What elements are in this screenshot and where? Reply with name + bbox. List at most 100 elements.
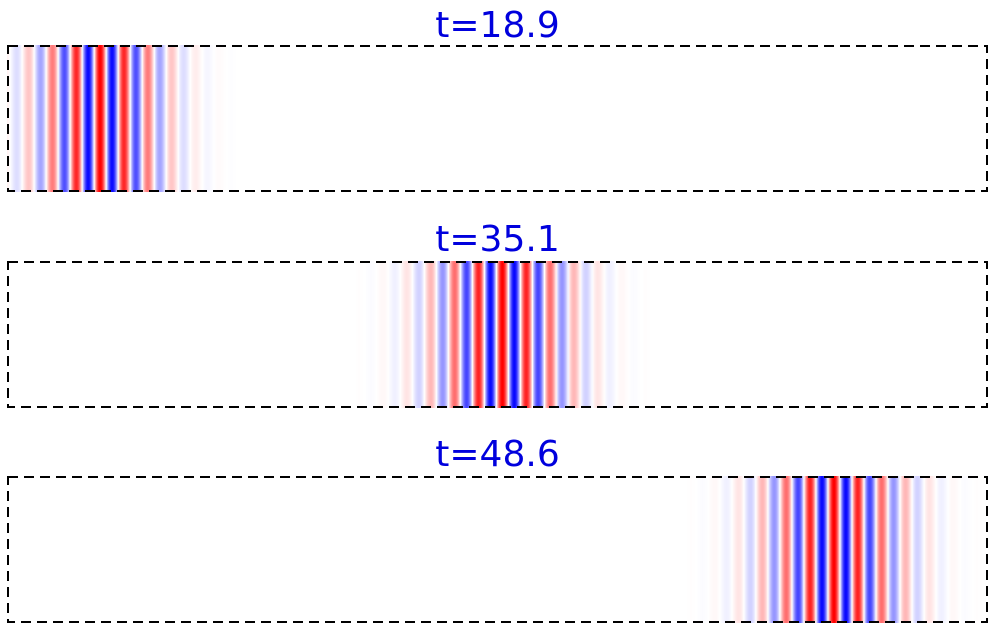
heatmap-cell [860,476,862,623]
heatmap-cell [480,261,482,408]
heatmap-cell [529,261,531,408]
heatmap-cell [930,476,932,623]
heatmap-cell [51,45,53,192]
heatmap-cell [47,45,49,192]
heatmap-cell [488,261,490,408]
heatmap-cell [174,45,176,192]
heatmap-cell [233,45,235,192]
heatmap-cell [462,261,464,408]
heatmap-cell [518,261,520,408]
heatmap-cell [709,476,711,623]
heatmap-cell [785,476,787,623]
heatmap-cell [151,45,153,192]
heatmap-cell [577,261,579,408]
heatmap-cell [935,476,937,623]
heatmap-cell [447,261,449,408]
heatmap-cell [739,476,741,623]
heatmap-cell [811,476,813,623]
heatmap-cell [22,45,24,192]
heatmap-cell [173,45,175,192]
heatmap-cell [382,261,384,408]
heatmap-cell [116,45,118,192]
heatmap-cell [826,476,828,623]
heatmap-cell [463,261,465,408]
heatmap-cell [60,45,62,192]
heatmap-cell [940,476,942,623]
heatmap-cell [360,261,362,408]
heatmap-cell [729,476,731,623]
heatmap-cell [170,45,172,192]
heatmap-cell [748,476,750,623]
heatmap-cell [381,261,383,408]
heatmap-cell [847,476,849,623]
heatmap-cell [912,476,914,623]
heatmap-cell [887,476,889,623]
heatmap-cell [420,261,422,408]
heatmap-cell [765,476,767,623]
heatmap-cell [390,261,392,408]
heatmap-cell [746,476,748,623]
heatmap-cell [422,261,424,408]
heatmap-cell [841,476,843,623]
heatmap-cell [222,45,224,192]
heatmap-cell [890,476,892,623]
heatmap-cell [934,476,936,623]
heatmap-cell [852,476,854,623]
heatmap-cell [630,261,632,408]
heatmap-cell [579,261,581,408]
heatmap-cell [780,476,782,623]
heatmap-cell [59,45,61,192]
heatmap-cell [911,476,913,623]
heatmap-cell [15,45,17,192]
heatmap-svg-1 [7,45,988,192]
heatmap-cell [53,45,55,192]
heatmap-cell [387,261,389,408]
heatmap-cell [128,45,130,192]
heatmap-cell [691,476,693,623]
heatmap-cell [854,476,856,623]
heatmap-cell [459,261,461,408]
heatmap-cell [444,261,446,408]
heatmap-cell [623,261,625,408]
heatmap-cell [928,476,930,623]
heatmap-cell [859,476,861,623]
heatmap-cell [124,45,126,192]
heatmap-cell [369,261,371,408]
heatmap-cell [947,476,949,623]
heatmap-cell [598,261,600,408]
heatmap-cell [818,476,820,623]
heatmap-cell [469,261,471,408]
heatmap-cell [10,45,12,192]
heatmap-cell [732,476,734,623]
heatmap-cell [417,261,419,408]
heatmap-cell [967,476,969,623]
heatmap-cell [133,45,135,192]
heatmap-cell [618,261,620,408]
heatmap-cell [111,45,113,192]
heatmap-cell [727,476,729,623]
heatmap-cell [14,45,16,192]
heatmap-cell [571,261,573,408]
heatmap-cell [404,261,406,408]
heatmap-cell [693,476,695,623]
heatmap-cell [540,261,542,408]
heatmap-cell [435,261,437,408]
heatmap-cell [573,261,575,408]
heatmap-cell [871,476,873,623]
heatmap-cell [938,476,940,623]
heatmap-cell [409,261,411,408]
heatmap-cell [91,45,93,192]
heatmap-cell [882,476,884,623]
heatmap-cell [494,261,496,408]
heatmap-cell [614,261,616,408]
heatmap-cell [41,45,43,192]
heatmap-cell [858,476,860,623]
heatmap-cell [29,45,31,192]
heatmap-cell [539,261,541,408]
heatmap-cell [464,261,466,408]
heatmap-cell [958,476,960,623]
heatmap-cell [839,476,841,623]
heatmap-cell [58,45,60,192]
heatmap-cell [963,476,965,623]
heatmap-cell [183,45,185,192]
